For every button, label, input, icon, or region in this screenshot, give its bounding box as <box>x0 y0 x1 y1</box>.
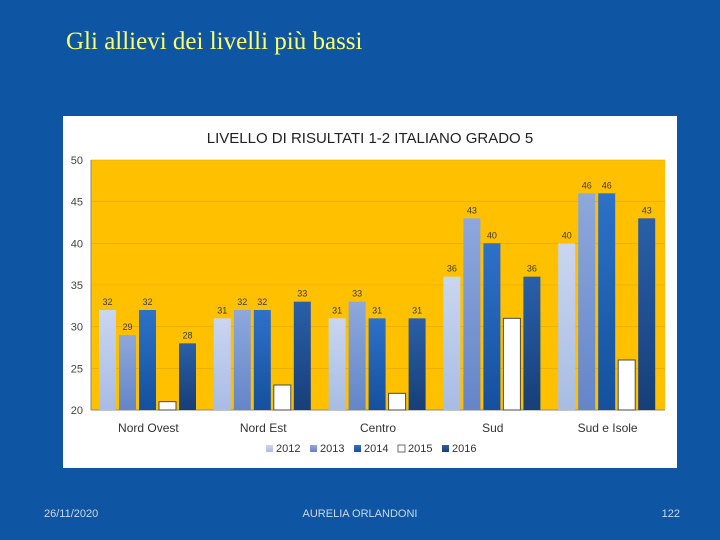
footer-author: AURELIA ORLANDONI <box>302 508 418 520</box>
x-category-label: Sud e Isole <box>578 421 638 435</box>
x-category-label: Nord Ovest <box>118 421 179 435</box>
legend-swatch-2013 <box>310 445 317 452</box>
legend-swatch-2012 <box>266 445 273 452</box>
legend-swatch-2015 <box>397 444 406 453</box>
legend-label-2015: 2015 <box>408 443 432 455</box>
bar-nord-ovest-2015 <box>158 401 177 411</box>
bar-sud-e-isole-2012 <box>558 243 576 410</box>
y-tick-label: 35 <box>71 280 83 292</box>
footer-page-number: 122 <box>661 508 680 520</box>
data-label: 36 <box>527 264 537 274</box>
data-label: 32 <box>142 297 152 307</box>
y-tick-label: 20 <box>71 405 83 417</box>
data-label: 40 <box>487 230 497 240</box>
data-label: 32 <box>257 297 267 307</box>
bar-centro-2016 <box>408 318 426 410</box>
data-label: 36 <box>447 264 457 274</box>
x-category-label: Nord Est <box>240 421 287 435</box>
data-label: 31 <box>332 305 342 315</box>
y-tick-label: 40 <box>71 238 83 250</box>
y-tick-label: 50 <box>71 155 83 167</box>
bar-centro-2012 <box>328 318 346 410</box>
legend-label-2014: 2014 <box>364 443 388 455</box>
data-label: 46 <box>582 180 592 190</box>
bar-centro-2015 <box>388 392 407 411</box>
bar-nord-est-2014 <box>253 310 271 410</box>
bar-nord-est-2013 <box>233 310 251 410</box>
data-label: 28 <box>182 330 192 340</box>
bar-sud-2014 <box>483 243 501 410</box>
bar-nord-est-2016 <box>293 301 311 410</box>
bar-nord-ovest-2013 <box>119 335 136 410</box>
bar-chart: 20 25 30 35 40 45 50 32 29 32 28 Nord Ovest 31 32 32 33… <box>71 155 665 455</box>
data-label: 32 <box>102 297 112 307</box>
data-label: 32 <box>237 297 247 307</box>
bar-nord-est-2012 <box>213 318 231 410</box>
bar-sud-2016 <box>523 276 541 410</box>
data-label: 33 <box>352 289 362 299</box>
chart-title: LIVELLO DI RISULTATI 1-2 ITALIANO GRADO … <box>206 130 534 147</box>
bar-centro-2013 <box>348 301 366 410</box>
data-label: 33 <box>297 289 307 299</box>
legend-swatch-2014 <box>354 445 361 452</box>
y-tick-label: 45 <box>71 197 83 209</box>
legend-label-2012: 2012 <box>276 443 300 455</box>
bar-sud-2015 <box>502 317 521 411</box>
bar-sud-e-isole-2016 <box>638 218 656 410</box>
footer-date: 26/11/2020 <box>44 508 99 520</box>
data-label: 40 <box>562 230 572 240</box>
y-tick-label: 30 <box>71 322 83 334</box>
data-label: 29 <box>122 322 132 332</box>
bar-sud-2012 <box>443 276 461 410</box>
x-category-label: Centro <box>360 421 396 435</box>
bar-sud-e-isole-2014 <box>598 193 616 410</box>
legend-swatch-2016 <box>442 445 449 452</box>
bar-nord-ovest-2016 <box>179 343 196 410</box>
x-category-label: Sud <box>482 421 503 435</box>
bar-nord-est-2015 <box>273 384 292 411</box>
legend-label-2013: 2013 <box>320 443 344 455</box>
chart-panel: LIVELLO DI RISULTATI 1-2 ITALIANO GRADO … <box>63 116 677 468</box>
bar-sud-2013 <box>463 218 481 410</box>
data-label: 43 <box>467 205 477 215</box>
bar-centro-2014 <box>368 318 386 410</box>
data-label: 46 <box>602 180 612 190</box>
bar-nord-ovest-2014 <box>139 310 156 410</box>
bar-sud-e-isole-2013 <box>578 193 596 410</box>
data-label: 31 <box>372 305 382 315</box>
bar-sud-e-isole-2015 <box>617 359 636 411</box>
data-label: 43 <box>642 205 652 215</box>
data-label: 31 <box>412 305 422 315</box>
bar-nord-ovest-2012 <box>99 310 116 410</box>
data-label: 31 <box>217 305 227 315</box>
legend-label-2016: 2016 <box>452 443 476 455</box>
slide-title: Gli allievi dei livelli più bassi <box>66 28 363 55</box>
y-tick-label: 25 <box>71 363 83 375</box>
